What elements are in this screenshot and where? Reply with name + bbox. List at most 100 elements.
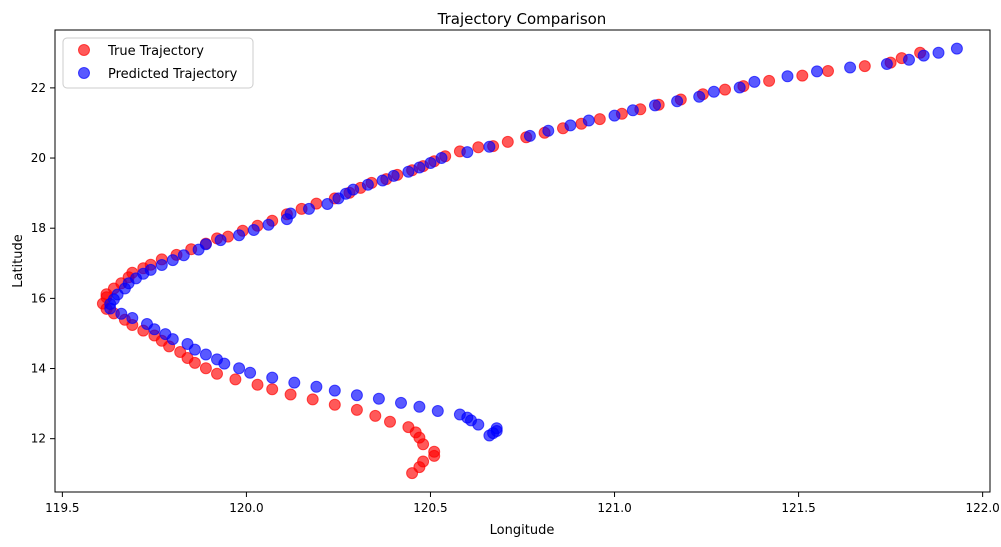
point-predicted-trajectory — [707, 85, 720, 98]
x-tick-label: 121.0 — [597, 501, 631, 515]
point-true-trajectory — [188, 356, 201, 369]
point-predicted-trajectory — [844, 61, 857, 74]
point-predicted-trajectory — [233, 229, 246, 242]
x-axis-label: Longitude — [490, 523, 555, 538]
point-predicted-trajectory — [950, 42, 963, 55]
point-true-trajectory — [369, 409, 382, 422]
point-predicted-trajectory — [564, 119, 577, 132]
point-predicted-trajectory — [104, 302, 117, 315]
point-predicted-trajectory — [247, 224, 260, 236]
point-true-trajectory — [229, 373, 242, 386]
point-predicted-trajectory — [166, 254, 179, 267]
point-predicted-trajectory — [303, 202, 315, 215]
point-predicted-trajectory — [372, 392, 385, 405]
point-true-trajectory — [266, 383, 279, 396]
point-predicted-trajectory — [903, 53, 915, 66]
point-true-trajectory — [501, 135, 514, 148]
point-predicted-trajectory — [811, 65, 823, 78]
point-true-trajectory — [796, 69, 809, 82]
point-predicted-trajectory — [233, 362, 246, 375]
point-predicted-trajectory — [350, 389, 363, 402]
point-true-trajectory — [428, 445, 441, 458]
point-true-trajectory — [284, 388, 297, 401]
point-predicted-trajectory — [733, 81, 746, 94]
point-predicted-trajectory — [361, 178, 374, 191]
y-tick-label: 14 — [31, 362, 46, 376]
point-true-trajectory — [593, 113, 606, 126]
point-predicted-trajectory — [781, 70, 794, 83]
point-predicted-trajectory — [376, 174, 389, 187]
point-predicted-trajectory — [523, 129, 536, 142]
point-true-trajectory — [328, 398, 341, 411]
point-predicted-trajectory — [280, 213, 293, 226]
point-true-trajectory — [858, 60, 871, 73]
point-true-trajectory — [306, 393, 319, 406]
point-predicted-trajectory — [166, 333, 179, 346]
point-predicted-trajectory — [880, 58, 893, 70]
point-predicted-trajectory — [582, 114, 595, 127]
point-predicted-trajectory — [214, 234, 227, 247]
point-predicted-trajectory — [431, 405, 444, 417]
point-predicted-trajectory — [332, 192, 345, 205]
point-predicted-trajectory — [932, 46, 945, 59]
point-predicted-trajectory — [321, 198, 334, 210]
point-predicted-trajectory — [192, 243, 205, 256]
point-true-trajectory — [406, 467, 419, 480]
point-true-trajectory — [763, 74, 776, 87]
y-tick-label: 20 — [31, 151, 46, 165]
point-true-trajectory — [384, 415, 396, 428]
legend-label-true-trajectory: True Trajectory — [107, 44, 204, 59]
point-predicted-trajectory — [402, 165, 415, 178]
legend: True Trajectory Predicted Trajectory — [62, 37, 254, 89]
y-axis-label: Latitude — [11, 234, 26, 288]
point-true-trajectory — [719, 83, 731, 96]
point-predicted-trajectory — [387, 169, 400, 182]
x-tick-label: 122.0 — [965, 501, 999, 515]
x-tick-label: 120.5 — [413, 501, 447, 515]
legend-marker-true-trajectory — [78, 44, 90, 56]
point-true-trajectory — [251, 378, 264, 391]
x-tick-label: 120.0 — [229, 501, 263, 515]
point-predicted-trajectory — [424, 157, 437, 169]
point-true-trajectory — [472, 141, 485, 154]
axes-layer: 119.5 120.0 120.5 121.0 121.5 122.0 12 14 16 18 20… — [31, 81, 1000, 515]
point-predicted-trajectory — [288, 376, 301, 389]
point-predicted-trajectory — [218, 357, 231, 370]
point-predicted-trajectory — [177, 249, 190, 262]
point-predicted-trajectory — [649, 99, 661, 112]
point-predicted-trajectory — [413, 161, 426, 174]
legend-box — [62, 37, 254, 89]
point-predicted-trajectory — [542, 124, 555, 137]
legend-marker-predicted-trajectory — [78, 67, 90, 79]
x-tick-label: 121.5 — [781, 501, 815, 515]
point-predicted-trajectory — [483, 140, 496, 153]
point-true-trajectory — [822, 65, 834, 77]
point-predicted-trajectory — [148, 323, 161, 336]
point-predicted-trajectory — [155, 259, 168, 271]
point-true-trajectory — [417, 438, 430, 451]
point-predicted-trajectory — [413, 400, 426, 413]
x-tick-label: 119.5 — [45, 501, 79, 515]
point-true-trajectory — [350, 403, 363, 416]
legend-label-predicted-trajectory: Predicted Trajectory — [108, 67, 238, 82]
point-predicted-trajectory — [472, 418, 485, 431]
point-predicted-trajectory — [310, 380, 323, 393]
point-predicted-trajectory — [461, 146, 474, 159]
point-predicted-trajectory — [115, 307, 128, 320]
point-predicted-trajectory — [199, 348, 212, 361]
point-true-trajectory — [211, 367, 223, 380]
y-tick-label: 16 — [31, 291, 46, 305]
y-tick-label: 22 — [31, 81, 46, 95]
y-tick-label: 18 — [31, 221, 46, 235]
point-predicted-trajectory — [435, 152, 448, 164]
y-tick-label: 12 — [31, 432, 46, 446]
point-predicted-trajectory — [262, 218, 275, 231]
points-layer — [96, 42, 963, 480]
point-true-trajectory — [199, 362, 212, 375]
point-predicted-trajectory — [126, 312, 139, 324]
chart-title: Trajectory Comparison — [437, 10, 607, 28]
point-predicted-trajectory — [671, 95, 684, 108]
point-predicted-trajectory — [626, 104, 639, 117]
point-predicted-trajectory — [748, 75, 761, 88]
